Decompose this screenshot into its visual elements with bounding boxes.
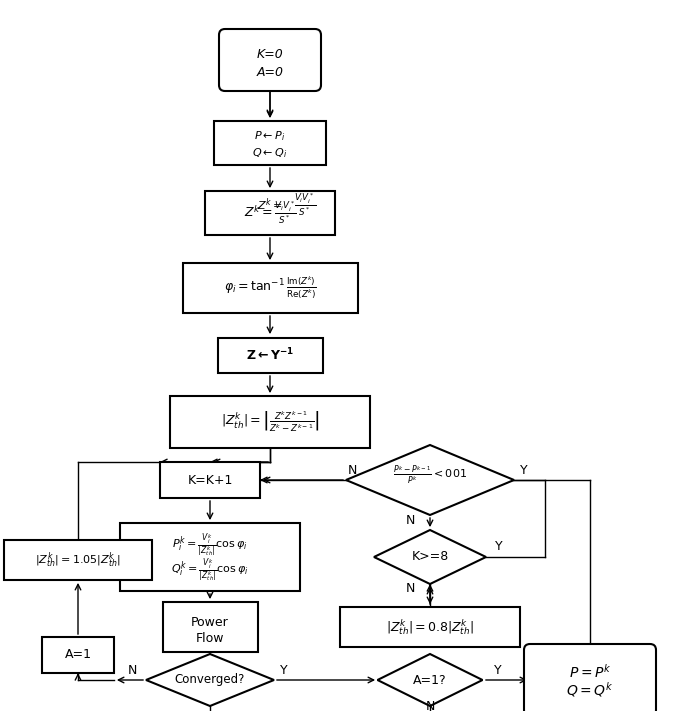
FancyBboxPatch shape [218,338,322,373]
Text: A=1?: A=1? [413,673,447,687]
Text: $\frac{P^k-P^{k-1}}{P^k}<001$: $\frac{P^k-P^{k-1}}{P^k}<001$ [393,464,467,486]
Polygon shape [146,654,274,706]
Text: $Q\leftarrow Q_i$: $Q\leftarrow Q_i$ [252,146,288,160]
Text: K=0: K=0 [257,48,283,61]
Text: K>=8: K>=8 [411,550,449,564]
Text: $Z^k=$: $Z^k=$ [257,197,283,213]
Text: $Q_i^k=\frac{V_i^k}{|Z_{th}^k|}\cos\varphi_i$: $Q_i^k=\frac{V_i^k}{|Z_{th}^k|}\cos\varp… [171,557,249,583]
Text: Y: Y [494,663,502,676]
Text: Converged?: Converged? [175,673,245,687]
Polygon shape [377,654,483,706]
Text: Flow: Flow [195,631,224,644]
Text: $\varphi_i=\tan^{-1}\frac{\mathrm{Im}(Z^k)}{\mathrm{Re}(Z^k)}$: $\varphi_i=\tan^{-1}\frac{\mathrm{Im}(Z^… [224,274,317,301]
Text: A=1: A=1 [65,648,92,661]
FancyBboxPatch shape [42,637,114,673]
Text: N: N [127,663,137,676]
Text: Power: Power [191,616,229,629]
FancyBboxPatch shape [162,602,257,652]
FancyBboxPatch shape [170,396,370,448]
Text: N: N [405,582,415,594]
Text: N: N [347,464,357,476]
Text: Y: Y [495,540,503,553]
FancyBboxPatch shape [524,644,656,711]
Text: A=0: A=0 [257,65,284,78]
FancyBboxPatch shape [205,191,335,235]
Text: $P\leftarrow P_i$: $P\leftarrow P_i$ [254,129,286,143]
Text: $|Z_{th}^k|=\left|\frac{Z^kZ^{k-1}}{Z^k-Z^{k-1}}\right|$: $|Z_{th}^k|=\left|\frac{Z^kZ^{k-1}}{Z^k-… [220,410,319,434]
Text: $\mathbf{Z\leftarrow Y^{-1}}$: $\mathbf{Z\leftarrow Y^{-1}}$ [246,347,295,363]
FancyBboxPatch shape [4,540,152,580]
Text: Y: Y [520,464,528,476]
Text: $Z^k=\frac{V_iV_i^*}{S^*}$: $Z^k=\frac{V_iV_i^*}{S^*}$ [244,200,297,226]
FancyBboxPatch shape [340,607,520,647]
FancyBboxPatch shape [214,121,326,165]
FancyBboxPatch shape [219,29,321,91]
FancyBboxPatch shape [120,523,300,591]
FancyBboxPatch shape [160,462,260,498]
Polygon shape [374,530,486,584]
FancyBboxPatch shape [183,263,357,313]
Text: $\frac{V_iV_i^*}{S^*}$: $\frac{V_iV_i^*}{S^*}$ [294,192,316,218]
Text: $P=P^k$: $P=P^k$ [569,663,611,681]
Text: $P_i^k=\frac{V_i^k}{|Z_{th}^k|}\cos\varphi_i$: $P_i^k=\frac{V_i^k}{|Z_{th}^k|}\cos\varp… [172,532,248,558]
Text: N: N [425,700,435,711]
Polygon shape [346,445,514,515]
Text: Y: Y [280,663,288,676]
Text: K=K+1: K=K+1 [187,474,233,486]
Text: $Q=Q^k$: $Q=Q^k$ [566,680,614,700]
Text: $|Z_{th}^k|=1.05|Z_{th}^k|$: $|Z_{th}^k|=1.05|Z_{th}^k|$ [35,550,121,570]
Text: $|Z_{th}^k|=0.8|Z_{th}^k|$: $|Z_{th}^k|=0.8|Z_{th}^k|$ [386,617,474,637]
Text: N: N [405,513,415,527]
